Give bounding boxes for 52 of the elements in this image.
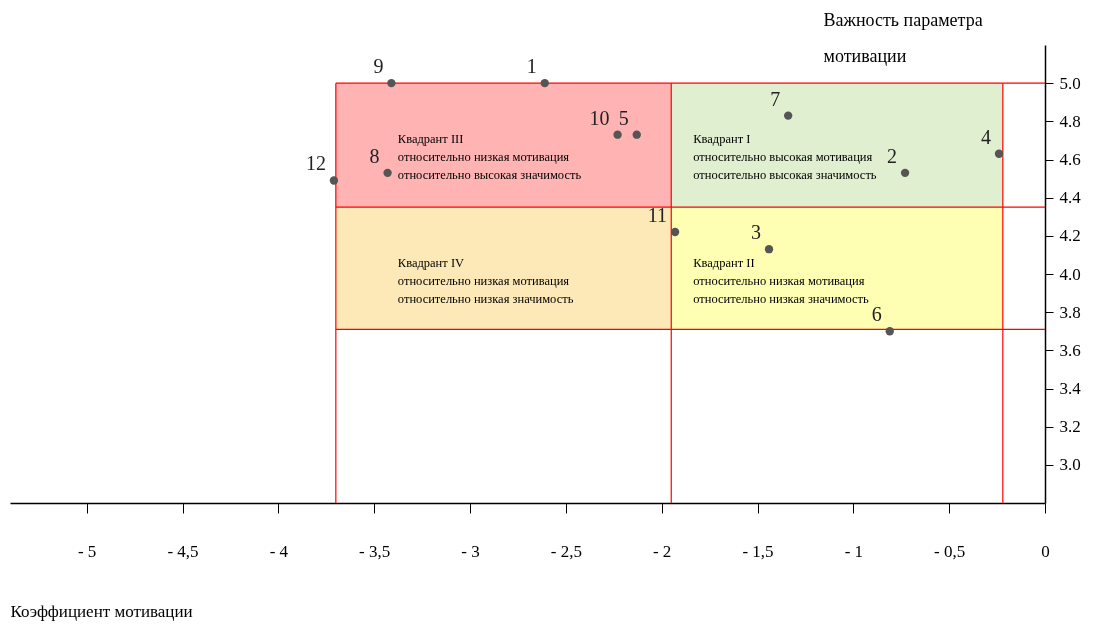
annotation: 11 — [647, 204, 668, 227]
point — [764, 245, 774, 254]
y-tick-label: 3.2 — [1059, 417, 1081, 437]
x-tick-label: - 1 — [844, 541, 864, 561]
x-tick-label: - 5 — [77, 541, 97, 561]
x-tick-label: - 4 — [269, 541, 289, 561]
y-tick-label: 5.0 — [1059, 73, 1081, 93]
point — [783, 111, 793, 120]
x-tick-label: - 4,5 — [167, 541, 199, 561]
point — [387, 78, 396, 88]
band-label: Квадрант III относительно низкая мотивация относительно высокая значимость — [397, 132, 582, 183]
y-tick-label: 4.6 — [1059, 150, 1081, 169]
band-label: Квадрант II относительно низкая мотивация относительно низкая значимость — [693, 256, 870, 307]
y-tick-label: 3.4 — [1059, 379, 1082, 398]
x-tick-label: - 3,5 — [359, 541, 391, 561]
annotation: 5 — [618, 106, 629, 129]
x-tick-label: - 2,5 — [550, 541, 582, 561]
annotation: 8 — [369, 144, 380, 167]
annotation: 2 — [887, 144, 898, 167]
point — [383, 168, 392, 178]
annotation: 7 — [770, 87, 781, 110]
point — [885, 327, 894, 336]
y-tick-label: 3.8 — [1059, 302, 1081, 322]
annotation: 9 — [373, 55, 384, 78]
annotation: 12 — [305, 152, 326, 175]
x-tick-label: - 2 — [652, 541, 672, 561]
x-tick-label: - 0,5 — [934, 541, 966, 561]
x-tick-label: - 1,5 — [742, 541, 774, 561]
point — [994, 149, 1004, 158]
annotation: 4 — [981, 125, 991, 148]
y-tick-label: 4.0 — [1059, 264, 1081, 284]
point — [670, 227, 680, 237]
point — [613, 130, 622, 139]
x-axis-title: Коэффициент мотивации — [10, 601, 193, 621]
band-label: Квадрант IV относительно низкая мотивация относительно низкая значимость — [397, 256, 574, 307]
point — [900, 168, 910, 178]
y-tick-label: 3.0 — [1059, 455, 1081, 475]
x-tick-label: 0 — [1041, 541, 1050, 561]
y-tick-label: 4.8 — [1059, 111, 1081, 131]
y-tick-label: 4.2 — [1059, 226, 1081, 246]
annotation: 10 — [589, 106, 610, 129]
annotation: 6 — [871, 303, 882, 326]
annotation: 3 — [751, 221, 761, 244]
y-tick-label: 4.4 — [1059, 188, 1082, 208]
point — [540, 78, 549, 88]
y-tick-label: 3.6 — [1059, 340, 1081, 360]
y-axis-title: Важность параметра мотивации — [823, 9, 983, 66]
annotation: 1 — [526, 55, 537, 78]
point — [632, 130, 641, 139]
band-label: Квадрант I относительно высокая мотивация относительно высокая значимость — [693, 132, 877, 183]
point — [329, 176, 339, 185]
x-tick-label: - 3 — [461, 541, 480, 561]
